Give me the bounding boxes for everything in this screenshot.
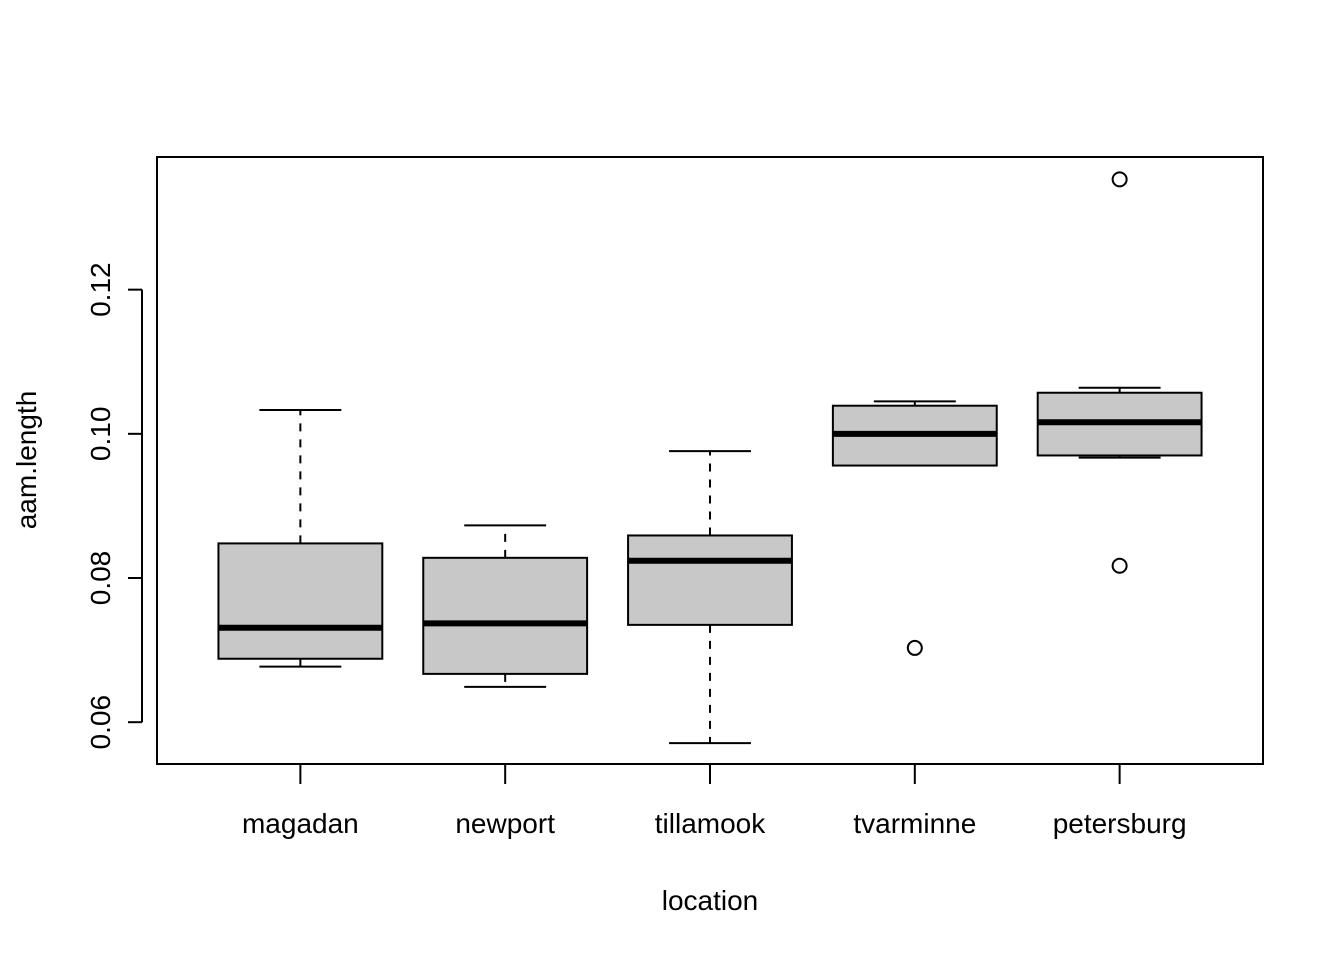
outlier-point — [906, 639, 923, 656]
axes-ticks: 0.06 0.08 0.10 0.12 magadan newport tillamook t… — [85, 262, 1187, 839]
x-tick-label: tillamook — [655, 808, 766, 839]
y-tick-label: 0.08 — [85, 551, 116, 606]
box-iqr — [627, 534, 793, 626]
y-tick-label: 0.10 — [85, 407, 116, 462]
x-tick-label: petersburg — [1053, 808, 1187, 839]
y-tick-label: 0.12 — [85, 262, 116, 317]
outlier-point — [1111, 171, 1128, 188]
x-tick-label: newport — [455, 808, 555, 839]
box-group-tillamook — [627, 450, 793, 745]
boxes — [217, 171, 1203, 745]
x-tick-label: magadan — [242, 808, 359, 839]
box-group-magadan — [217, 409, 384, 668]
y-tick-label: 0.06 — [85, 695, 116, 750]
y-axis-label: aam.length — [11, 391, 42, 530]
box-group-petersburg — [1036, 171, 1203, 574]
box-iqr — [422, 556, 589, 675]
box-group-newport — [422, 524, 589, 688]
x-axis-label: location — [662, 885, 759, 916]
box-iqr — [217, 542, 384, 660]
x-tick-label: tvarminne — [853, 808, 976, 839]
box-group-tvarminne — [831, 400, 998, 656]
outlier-point — [1111, 557, 1128, 574]
